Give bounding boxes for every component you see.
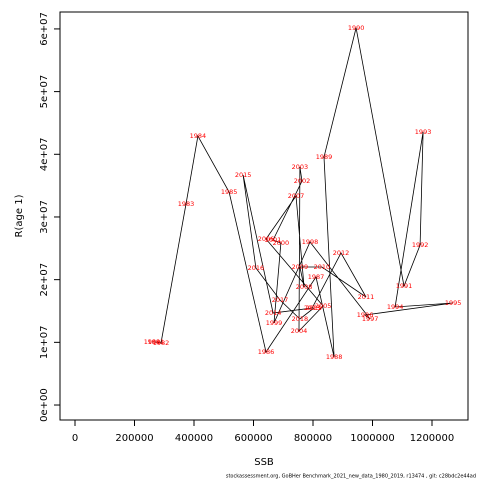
y-tick-label: 5e+07 bbox=[39, 75, 50, 109]
year-label: 1984 bbox=[190, 132, 207, 140]
year-label: 1983 bbox=[178, 200, 195, 208]
y-tick-label: 4e+07 bbox=[39, 137, 50, 171]
year-label: 2017 bbox=[272, 296, 289, 304]
x-tick-label: 600000 bbox=[234, 433, 272, 444]
year-label: 1986 bbox=[258, 348, 275, 356]
year-label: 2014 bbox=[265, 309, 282, 317]
x-tick-label: 1200000 bbox=[410, 433, 455, 444]
year-label: 2007 bbox=[288, 192, 305, 200]
year-label: 2003 bbox=[292, 163, 309, 171]
year-label: 1999 bbox=[266, 319, 283, 327]
footer: stockassessment.org, GoBHer Benchmark_20… bbox=[226, 474, 476, 480]
year-label: 2016 bbox=[248, 264, 265, 272]
year-label: 2006 bbox=[258, 235, 275, 243]
x-tick-label: 400000 bbox=[175, 433, 213, 444]
trajectory-line bbox=[152, 27, 454, 358]
year-label: 1980 bbox=[144, 338, 161, 346]
year-label: 1991 bbox=[396, 282, 413, 290]
year-label: 1994 bbox=[387, 303, 404, 311]
y-tick-label: 2e+07 bbox=[39, 263, 50, 297]
year-label: 2019 bbox=[306, 304, 323, 312]
year-label: 1995 bbox=[445, 299, 462, 307]
year-label: 2012 bbox=[333, 249, 350, 257]
year-label: 2008 bbox=[296, 283, 313, 291]
year-label: 2004 bbox=[291, 327, 308, 335]
year-label: 1987 bbox=[308, 273, 325, 281]
x-tick-label: 800000 bbox=[294, 433, 332, 444]
year-label: 1985 bbox=[221, 188, 238, 196]
year-label: 2013 bbox=[304, 304, 321, 312]
year-label: 1993 bbox=[415, 128, 432, 136]
year-label: 1989 bbox=[316, 153, 333, 161]
x-tick-label: 200000 bbox=[115, 433, 153, 444]
y-tick-label: 0e+00 bbox=[39, 388, 50, 422]
y-tick-label: 6e+07 bbox=[39, 12, 50, 46]
year-label: 1998 bbox=[302, 238, 319, 246]
plot-frame bbox=[59, 11, 469, 421]
y-axis-label: R(age 1) bbox=[14, 194, 25, 237]
year-label: 1982 bbox=[153, 339, 170, 347]
x-axis-label: SSB bbox=[254, 457, 274, 468]
y-tick-label: 1e+07 bbox=[39, 326, 50, 360]
x-tick-label: 0 bbox=[72, 433, 78, 444]
year-label: 1996 bbox=[357, 311, 374, 319]
year-label: 2005 bbox=[315, 302, 332, 310]
year-label: 2018 bbox=[292, 315, 309, 323]
year-label: 2002 bbox=[294, 177, 311, 185]
year-label: 1988 bbox=[326, 353, 343, 361]
year-label: 1992 bbox=[412, 241, 429, 249]
year-label: 2015 bbox=[235, 171, 252, 179]
year-label: 2011 bbox=[358, 293, 375, 301]
year-label: 1981 bbox=[148, 338, 165, 346]
year-label: 2009 bbox=[292, 263, 309, 271]
year-label: 2001 bbox=[265, 236, 282, 244]
year-label: 1990 bbox=[348, 24, 365, 32]
year-label: 2000 bbox=[273, 239, 290, 247]
year-label: 1997 bbox=[362, 315, 379, 323]
year-label: 2010 bbox=[314, 263, 331, 271]
y-tick-label: 3e+07 bbox=[39, 200, 50, 234]
x-tick-label: 1000000 bbox=[350, 433, 395, 444]
